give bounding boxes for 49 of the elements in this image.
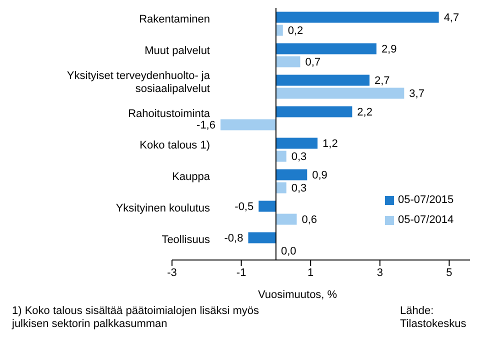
data-label: -0,8 <box>224 232 244 245</box>
bar <box>276 182 286 194</box>
legend-label: 05-07/2014 <box>398 214 454 226</box>
bar <box>276 169 308 180</box>
data-label: 4,7 <box>444 12 460 24</box>
data-label: 0,3 <box>291 151 307 164</box>
x-tick-label: -3 <box>167 266 177 279</box>
data-label: 0,6 <box>302 214 318 226</box>
data-label: 3,7 <box>409 88 424 100</box>
bar <box>276 88 404 99</box>
y-tick-label: Yksityiset terveydenhuolto- ja sosiaalipalvelut <box>66 70 211 96</box>
x-tick-label: 5 <box>446 266 452 279</box>
text: 1) Koko talous sisältää päätoimialojen lisäksi myös julkisen sektorin palkkasumman <box>12 305 260 331</box>
text: Lähde: Tilastokeskus <box>400 305 468 331</box>
y-tick-label: Teollisuus <box>162 234 210 246</box>
bar <box>248 232 276 244</box>
bar <box>276 138 318 149</box>
bar <box>276 214 297 225</box>
y-tick-label: Koko talous 1) <box>140 140 210 152</box>
y-tick-label: Muut palvelut <box>144 45 210 58</box>
x-axis-title: Vuosimuutos, % <box>258 289 338 301</box>
data-label: 1,2 <box>322 138 338 150</box>
data-label: -1,6 <box>196 120 216 132</box>
bar <box>276 12 439 23</box>
x-tick-label: -1 <box>236 266 246 279</box>
y-tick-label: Yksityinen koulutus <box>116 202 210 215</box>
data-label: 0,7 <box>305 56 321 69</box>
bar <box>276 43 376 54</box>
data-label: 0,9 <box>312 170 328 182</box>
bar <box>276 106 352 118</box>
data-label: -0,5 <box>234 201 254 214</box>
bar <box>220 119 276 130</box>
x-tick-label: 3 <box>376 266 383 279</box>
data-label: 0,3 <box>291 182 307 195</box>
y-tick-label: Rakentaminen <box>139 14 210 26</box>
data-label: 0,0 <box>280 246 296 258</box>
bar <box>276 24 283 36</box>
x-tick-label: 1 <box>308 266 314 279</box>
data-label: 0,2 <box>288 25 304 38</box>
bar <box>276 56 300 68</box>
bar <box>276 150 286 162</box>
bar <box>258 200 276 212</box>
data-label: 2,9 <box>381 44 397 56</box>
bar <box>276 74 370 86</box>
data-label: 2,2 <box>357 106 372 119</box>
y-tick-label: Kauppa <box>172 171 211 184</box>
legend-label: 05-07/2015 <box>398 194 454 206</box>
y-tick-label: Rahoitustoiminta <box>128 108 211 120</box>
data-label: 2,7 <box>374 75 390 88</box>
